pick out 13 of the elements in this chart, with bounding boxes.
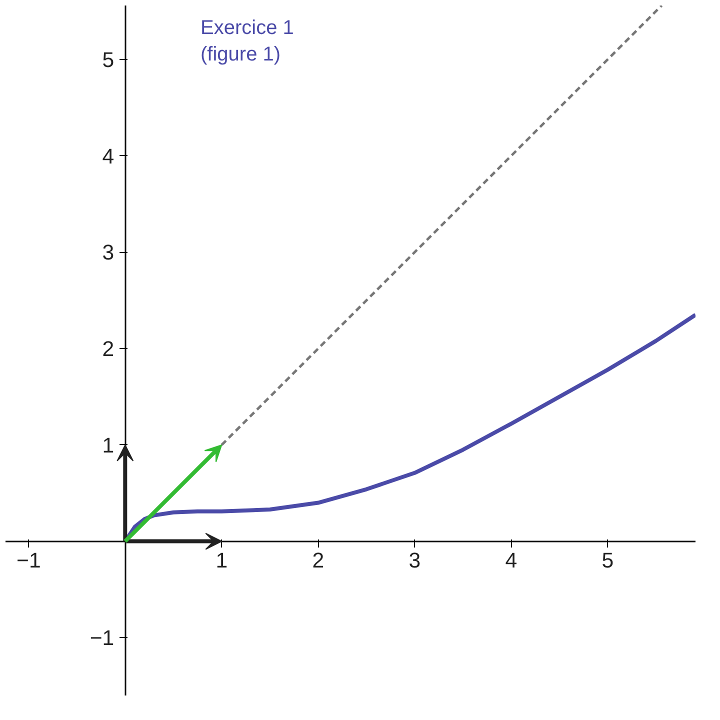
x-tick-label: −1	[16, 548, 41, 572]
x-tick-label: 1	[216, 548, 228, 572]
y-tick-label: 4	[102, 144, 114, 168]
x-tick-label: 4	[505, 548, 518, 572]
y-tick-label: 1	[102, 433, 114, 458]
y-tick-label: −1	[90, 626, 114, 650]
y-tick-label: 2	[102, 337, 114, 362]
x-tick-label: 3	[408, 548, 421, 572]
x-tick-label: 5	[602, 548, 614, 572]
annotation: Exercice 1 (figure 1)	[200, 17, 294, 66]
y-tick-label: 5	[102, 48, 114, 72]
y-tick-label: 3	[102, 240, 114, 265]
x-tick-label: 2	[312, 548, 324, 572]
